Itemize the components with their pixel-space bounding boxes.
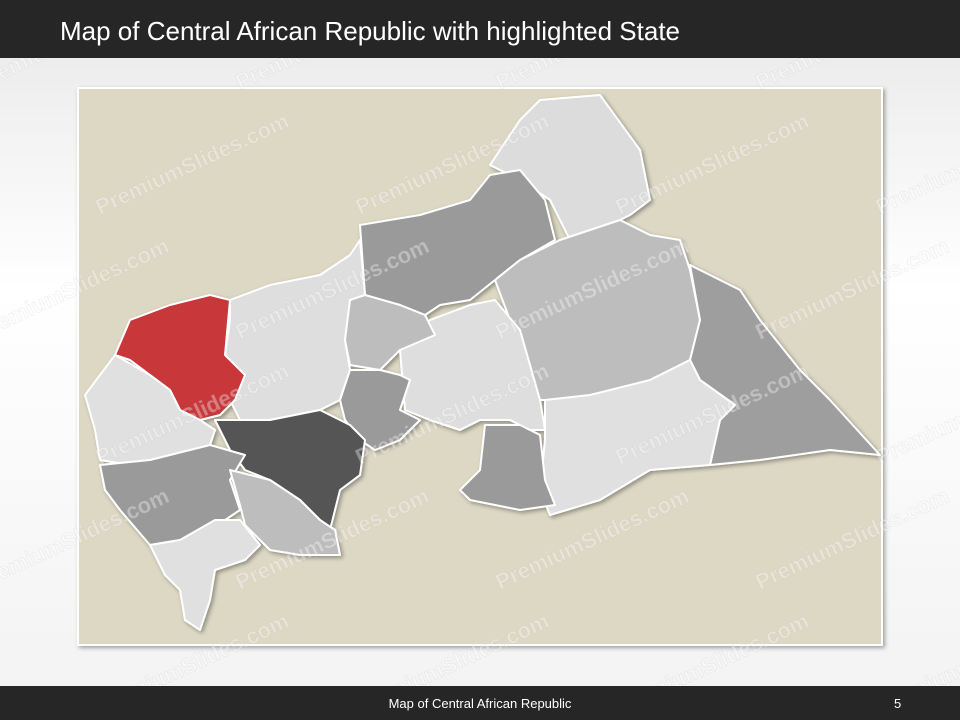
watermark: PremiumSlides.com [872,108,960,220]
region [339,369,421,451]
region [399,299,546,431]
footer-bar: Map of Central African Republic 5 [0,686,960,720]
region [459,424,556,511]
page-number: 5 [894,696,902,711]
region [229,469,341,556]
region [344,294,436,371]
region [149,519,261,631]
header-bar: Map of Central African Republic with hig… [0,0,960,58]
slide-title: Map of Central African Republic with hig… [60,16,681,46]
regions [84,94,881,631]
watermark: PremiumSlides.com [872,358,960,470]
region [84,354,216,466]
footer-text: Map of Central African Republic [388,696,572,711]
region [114,294,246,421]
region [214,409,366,531]
